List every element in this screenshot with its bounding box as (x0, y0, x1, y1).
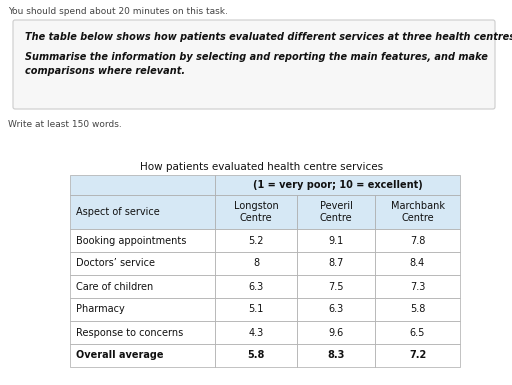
Bar (215, 298, 297, 321)
Bar (215, 321, 297, 344)
Bar (215, 175, 460, 195)
Text: Response to concerns: Response to concerns (76, 328, 183, 338)
Text: Doctors’ service: Doctors’ service (76, 258, 155, 268)
Text: 7.2: 7.2 (409, 350, 426, 360)
Text: 8.4: 8.4 (410, 258, 425, 268)
Bar (215, 252, 297, 275)
Text: Overall average: Overall average (76, 350, 163, 360)
Bar (375, 298, 460, 321)
Bar (70, 344, 215, 367)
Bar (215, 344, 297, 367)
Bar (70, 229, 215, 252)
Bar (375, 252, 460, 275)
Text: Longston
Centre: Longston Centre (233, 201, 279, 223)
Text: 5.1: 5.1 (248, 305, 264, 315)
Text: 8: 8 (253, 258, 259, 268)
Text: Care of children: Care of children (76, 281, 153, 291)
Text: 9.1: 9.1 (328, 236, 344, 246)
Text: The table below shows how patients evaluated different services at three health : The table below shows how patients evalu… (25, 32, 512, 42)
Text: 7.8: 7.8 (410, 236, 425, 246)
Bar (375, 275, 460, 298)
Bar (297, 298, 375, 321)
Text: How patients evaluated health centre services: How patients evaluated health centre ser… (140, 162, 383, 172)
Text: 8.7: 8.7 (328, 258, 344, 268)
Text: 8.3: 8.3 (327, 350, 345, 360)
Bar (70, 175, 215, 195)
Text: (1 = very poor; 10 = excellent): (1 = very poor; 10 = excellent) (252, 180, 422, 190)
Bar (297, 252, 375, 275)
Text: 5.8: 5.8 (247, 350, 265, 360)
Text: Booking appointments: Booking appointments (76, 236, 186, 246)
Text: Marchbank
Centre: Marchbank Centre (391, 201, 444, 223)
Text: Pharmacy: Pharmacy (76, 305, 125, 315)
Text: 4.3: 4.3 (248, 328, 264, 338)
Bar (297, 275, 375, 298)
Bar (375, 195, 460, 229)
Bar (297, 344, 375, 367)
Bar (215, 195, 297, 229)
Text: You should spend about 20 minutes on this task.: You should spend about 20 minutes on thi… (8, 7, 228, 16)
Bar (375, 229, 460, 252)
Text: 6.5: 6.5 (410, 328, 425, 338)
Bar (70, 195, 215, 229)
Text: 7.5: 7.5 (328, 281, 344, 291)
Text: Aspect of service: Aspect of service (76, 207, 160, 217)
Bar (70, 298, 215, 321)
Bar (70, 252, 215, 275)
Text: Write at least 150 words.: Write at least 150 words. (8, 120, 122, 129)
Bar (215, 229, 297, 252)
Bar (215, 275, 297, 298)
Bar (297, 195, 375, 229)
Bar (375, 344, 460, 367)
Text: 6.3: 6.3 (248, 281, 264, 291)
Text: 6.3: 6.3 (328, 305, 344, 315)
Bar (70, 321, 215, 344)
FancyBboxPatch shape (13, 20, 495, 109)
Text: Summarise the information by selecting and reporting the main features, and make: Summarise the information by selecting a… (25, 52, 488, 76)
Text: 7.3: 7.3 (410, 281, 425, 291)
Text: 5.2: 5.2 (248, 236, 264, 246)
Text: 5.8: 5.8 (410, 305, 425, 315)
Bar (70, 275, 215, 298)
Text: 9.6: 9.6 (328, 328, 344, 338)
Bar (297, 229, 375, 252)
Text: Peveril
Centre: Peveril Centre (319, 201, 352, 223)
Bar (297, 321, 375, 344)
Bar (375, 321, 460, 344)
